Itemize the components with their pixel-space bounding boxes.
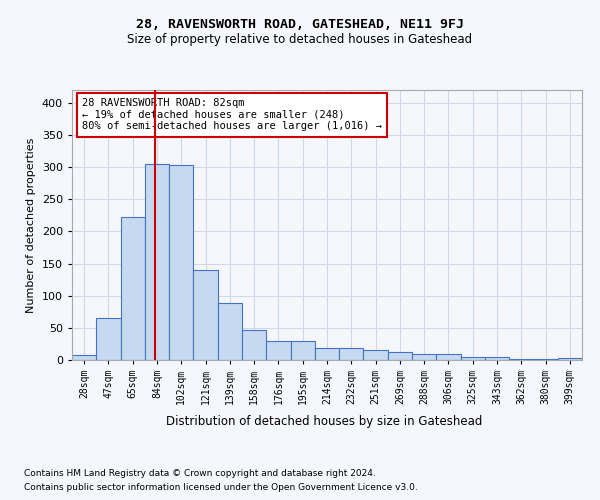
- Bar: [96, 318, 121, 360]
- Y-axis label: Number of detached properties: Number of detached properties: [26, 138, 36, 312]
- Bar: [364, 350, 388, 360]
- Bar: [485, 358, 509, 360]
- Bar: [218, 304, 242, 360]
- Text: 28 RAVENSWORTH ROAD: 82sqm
← 19% of detached houses are smaller (248)
80% of sem: 28 RAVENSWORTH ROAD: 82sqm ← 19% of deta…: [82, 98, 382, 132]
- Bar: [315, 348, 339, 360]
- Bar: [169, 165, 193, 360]
- Bar: [121, 218, 145, 360]
- Bar: [461, 358, 485, 360]
- Bar: [436, 354, 461, 360]
- Text: Distribution of detached houses by size in Gateshead: Distribution of detached houses by size …: [166, 415, 482, 428]
- Bar: [290, 340, 315, 360]
- Text: Contains public sector information licensed under the Open Government Licence v3: Contains public sector information licen…: [24, 484, 418, 492]
- Bar: [339, 348, 364, 360]
- Bar: [533, 358, 558, 360]
- Bar: [145, 164, 169, 360]
- Bar: [412, 354, 436, 360]
- Text: Contains HM Land Registry data © Crown copyright and database right 2024.: Contains HM Land Registry data © Crown c…: [24, 468, 376, 477]
- Text: 28, RAVENSWORTH ROAD, GATESHEAD, NE11 9FJ: 28, RAVENSWORTH ROAD, GATESHEAD, NE11 9F…: [136, 18, 464, 30]
- Bar: [193, 270, 218, 360]
- Bar: [266, 340, 290, 360]
- Bar: [558, 358, 582, 360]
- Bar: [388, 352, 412, 360]
- Bar: [242, 330, 266, 360]
- Bar: [72, 355, 96, 360]
- Text: Size of property relative to detached houses in Gateshead: Size of property relative to detached ho…: [127, 32, 473, 46]
- Bar: [509, 358, 533, 360]
